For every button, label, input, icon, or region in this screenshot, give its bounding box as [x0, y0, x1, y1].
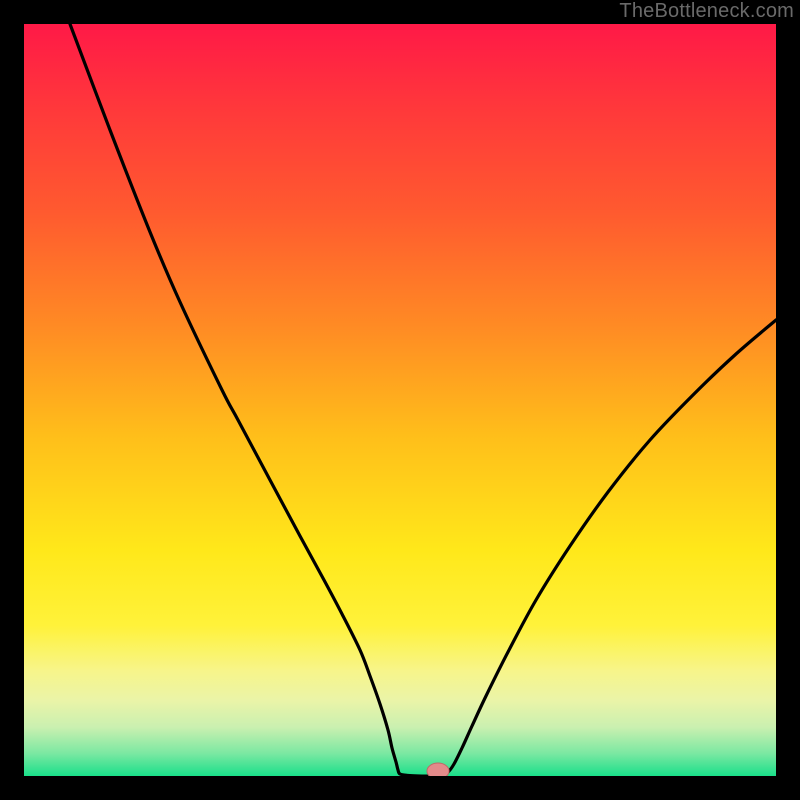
plot-background	[24, 24, 776, 776]
watermark-label: TheBottleneck.com	[619, 0, 794, 23]
chart-frame: TheBottleneck.com	[0, 0, 800, 800]
bottleneck-chart	[0, 0, 800, 800]
